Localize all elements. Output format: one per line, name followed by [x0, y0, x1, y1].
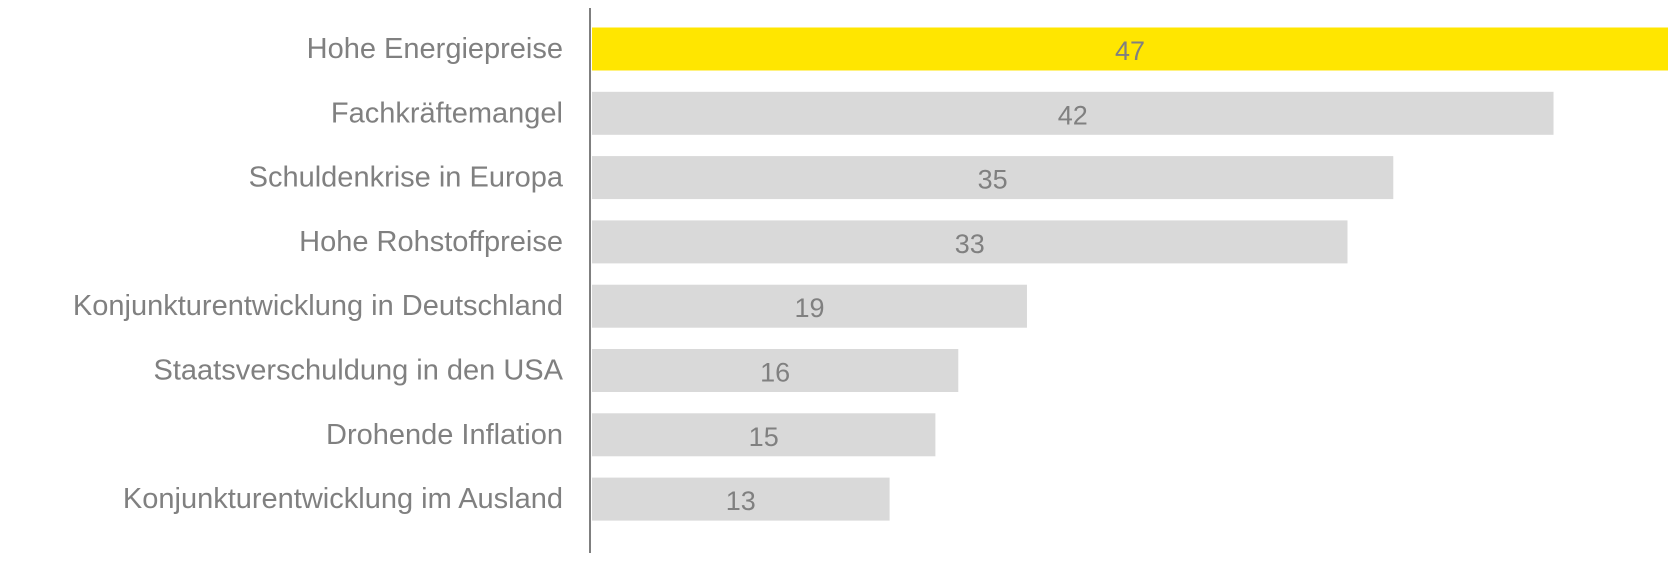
category-label-7: Konjunkturentwicklung im Ausland	[123, 483, 563, 515]
value-label-1: 42	[1058, 100, 1088, 130]
category-label-0: Hohe Energiepreise	[307, 33, 563, 65]
category-label-3: Hohe Rohstoffpreise	[299, 226, 563, 258]
bar-2	[592, 156, 1394, 200]
category-label-6: Drohende Inflation	[326, 419, 563, 451]
value-label-7: 13	[726, 486, 756, 516]
value-label-3: 33	[955, 229, 985, 259]
bar-4	[592, 284, 1027, 328]
category-label-5: Staatsverschuldung in den USA	[154, 355, 564, 387]
value-label-5: 16	[760, 358, 790, 388]
category-label-4: Konjunkturentwicklung in Deutschland	[73, 290, 563, 322]
value-label-4: 19	[794, 293, 824, 323]
category-label-2: Schuldenkrise in Europa	[249, 162, 564, 194]
bars-group	[592, 27, 1668, 521]
bar-1	[592, 91, 1554, 135]
value-labels-group: 47 42 35 33 19 16 15 13	[726, 36, 1145, 516]
bar-5	[592, 349, 959, 392]
bar-0	[592, 27, 1668, 71]
category-label-1: Fachkräftemangel	[331, 97, 563, 129]
category-labels-group: Hohe Energiepreise Fachkräftemangel Schuld…	[73, 33, 564, 515]
bar-3	[592, 220, 1348, 264]
value-label-2: 35	[978, 165, 1008, 195]
bar-7	[592, 477, 890, 521]
bar-6	[592, 413, 936, 457]
value-label-6: 15	[749, 422, 779, 452]
value-label-0: 47	[1115, 36, 1145, 66]
